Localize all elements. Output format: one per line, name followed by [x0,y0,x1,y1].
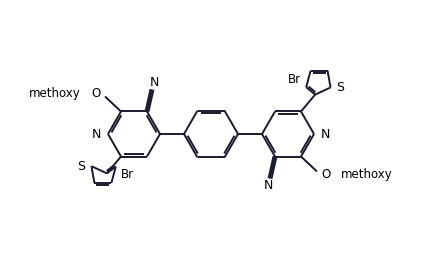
Text: N: N [92,128,101,141]
Text: methoxy: methoxy [341,168,393,181]
Text: O: O [321,168,330,181]
Text: O: O [92,87,101,100]
Text: N: N [321,128,330,141]
Text: Br: Br [288,73,301,86]
Text: S: S [337,81,345,94]
Text: N: N [149,76,159,89]
Text: Br: Br [121,168,134,181]
Text: S: S [77,160,85,173]
Text: N: N [263,179,273,192]
Text: methoxy: methoxy [29,87,81,100]
